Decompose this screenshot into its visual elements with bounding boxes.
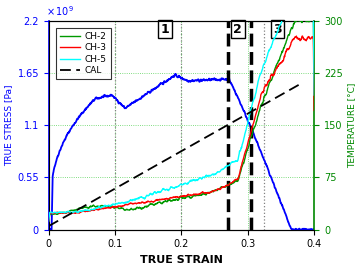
Legend: CH-2, CH-3, CH-5, CAL: CH-2, CH-3, CH-5, CAL bbox=[56, 28, 111, 79]
CH-2 bbox=[163, 200, 168, 203]
CH-5 bbox=[312, 93, 316, 97]
CH-5 bbox=[46, 220, 51, 223]
Text: 1: 1 bbox=[161, 23, 169, 36]
Line: CH-3: CH-3 bbox=[49, 36, 314, 221]
Text: $\times\,10^9$: $\times\,10^9$ bbox=[46, 4, 74, 18]
CH-3 bbox=[74, 211, 78, 214]
Line: CH-5: CH-5 bbox=[49, 11, 314, 221]
CH-3 bbox=[46, 220, 51, 223]
CH-2 bbox=[74, 208, 78, 211]
CH-3 bbox=[229, 181, 233, 185]
CH-5 bbox=[258, 72, 263, 76]
CH-5 bbox=[154, 191, 158, 194]
CH-2 bbox=[46, 220, 51, 223]
X-axis label: TRUE STRAIN: TRUE STRAIN bbox=[140, 255, 223, 265]
Y-axis label: TRUE STRESS [Pa]: TRUE STRESS [Pa] bbox=[4, 84, 13, 166]
CH-2 bbox=[154, 202, 158, 205]
CH-2 bbox=[312, 98, 316, 101]
CH-3 bbox=[154, 199, 158, 202]
CH-5 bbox=[74, 210, 78, 213]
CH-2 bbox=[302, 17, 306, 20]
CH-3 bbox=[163, 197, 168, 200]
CH-5 bbox=[307, 9, 311, 12]
CH-3 bbox=[300, 34, 305, 38]
CH-5 bbox=[229, 161, 233, 165]
CH-2 bbox=[253, 123, 258, 126]
Text: 3: 3 bbox=[273, 23, 282, 36]
CH-3 bbox=[312, 109, 316, 112]
CH-5 bbox=[163, 188, 168, 192]
CH-5 bbox=[253, 92, 258, 95]
CH-3 bbox=[253, 113, 258, 116]
CH-3 bbox=[258, 96, 263, 99]
Y-axis label: TEMPERATURE [°C]: TEMPERATURE [°C] bbox=[347, 83, 356, 168]
Line: CH-2: CH-2 bbox=[49, 18, 314, 222]
CH-2 bbox=[229, 183, 233, 186]
CH-2 bbox=[258, 104, 263, 108]
Text: 2: 2 bbox=[234, 23, 242, 36]
